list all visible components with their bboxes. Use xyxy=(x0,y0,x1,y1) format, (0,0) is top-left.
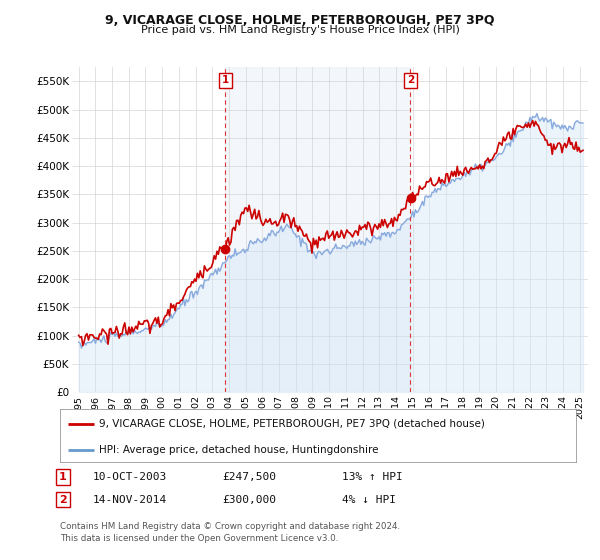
Text: HPI: Average price, detached house, Huntingdonshire: HPI: Average price, detached house, Hunt… xyxy=(98,445,378,455)
Text: 2: 2 xyxy=(59,494,67,505)
Text: 2: 2 xyxy=(407,75,414,85)
Text: 4% ↓ HPI: 4% ↓ HPI xyxy=(342,494,396,505)
Text: £247,500: £247,500 xyxy=(222,472,276,482)
Text: 1: 1 xyxy=(221,75,229,85)
Text: 13% ↑ HPI: 13% ↑ HPI xyxy=(342,472,403,482)
Text: 10-OCT-2003: 10-OCT-2003 xyxy=(93,472,167,482)
Text: Contains HM Land Registry data © Crown copyright and database right 2024.
This d: Contains HM Land Registry data © Crown c… xyxy=(60,522,400,543)
Text: 9, VICARAGE CLOSE, HOLME, PETERBOROUGH, PE7 3PQ (detached house): 9, VICARAGE CLOSE, HOLME, PETERBOROUGH, … xyxy=(98,419,485,429)
Text: £300,000: £300,000 xyxy=(222,494,276,505)
Text: Price paid vs. HM Land Registry's House Price Index (HPI): Price paid vs. HM Land Registry's House … xyxy=(140,25,460,35)
Text: 9, VICARAGE CLOSE, HOLME, PETERBOROUGH, PE7 3PQ: 9, VICARAGE CLOSE, HOLME, PETERBOROUGH, … xyxy=(105,14,495,27)
Bar xyxy=(225,67,410,392)
Text: 14-NOV-2014: 14-NOV-2014 xyxy=(93,494,167,505)
Text: 1: 1 xyxy=(59,472,67,482)
